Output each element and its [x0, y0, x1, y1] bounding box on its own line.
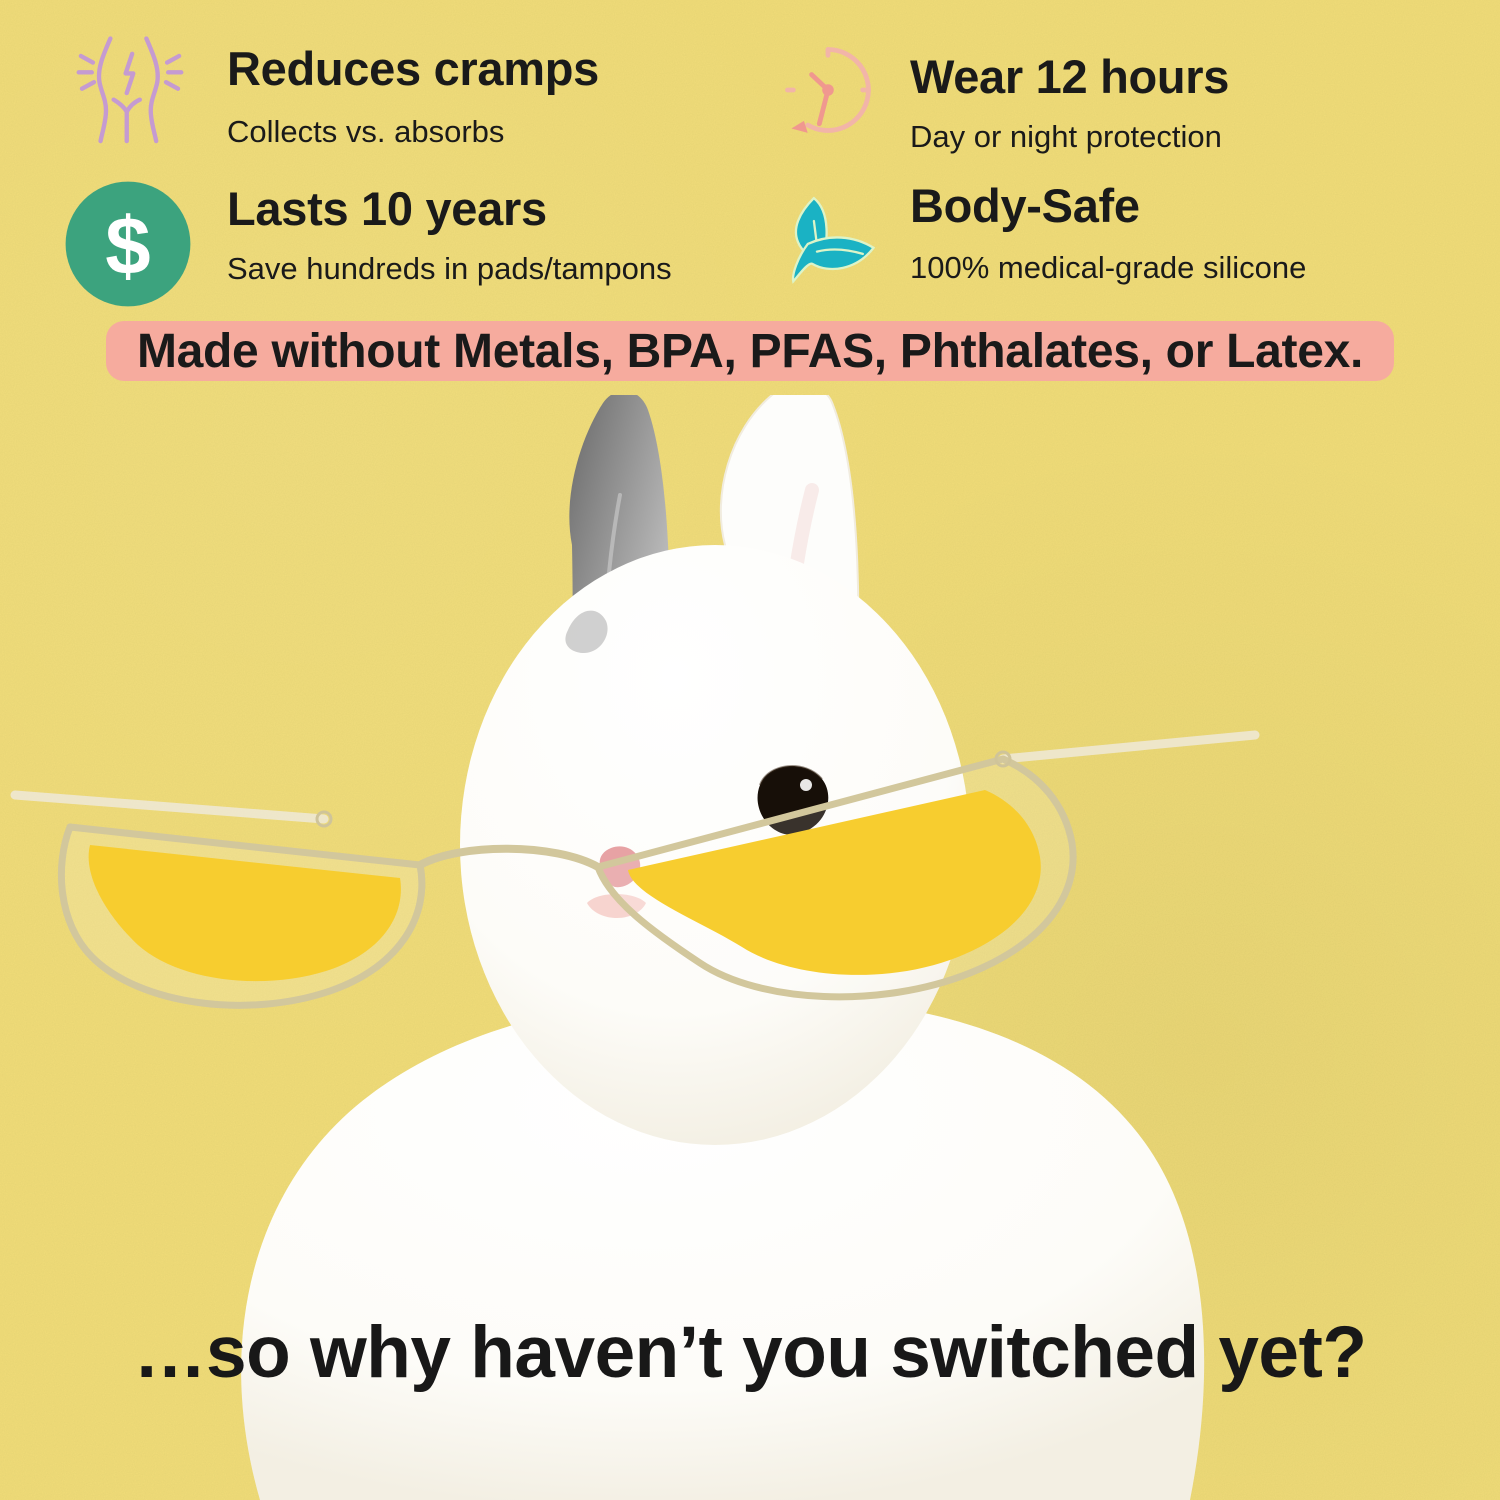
svg-text:$: $: [105, 201, 150, 292]
